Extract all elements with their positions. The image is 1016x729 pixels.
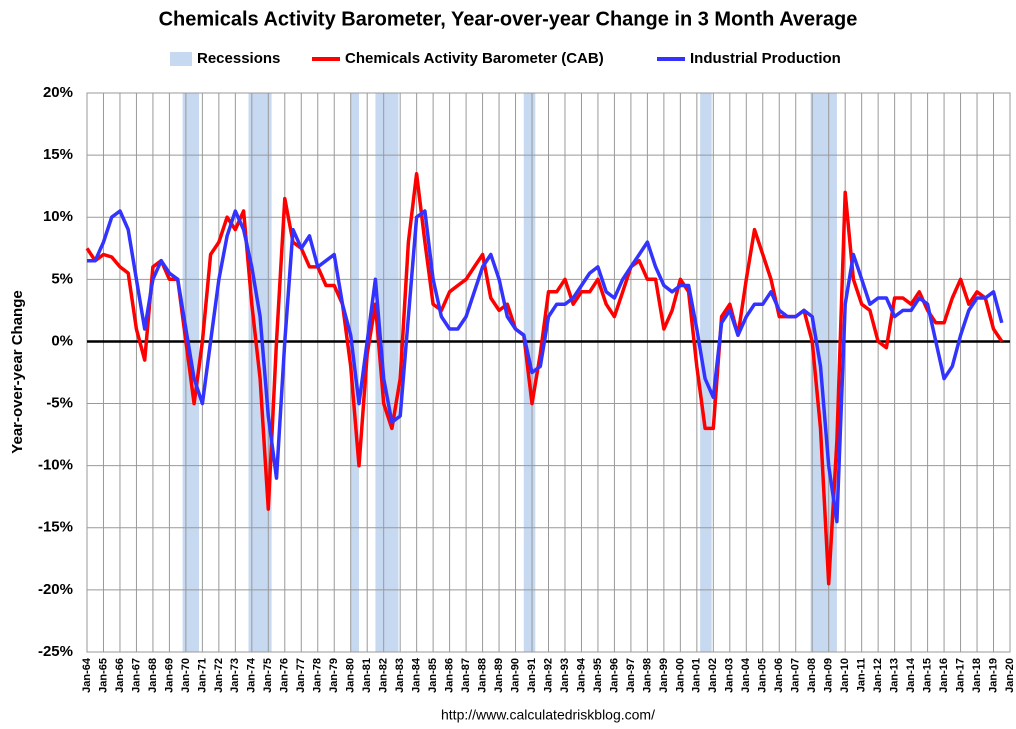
x-tick-label: Jan-79 <box>328 658 340 693</box>
y-tick-label: -20% <box>38 581 73 598</box>
x-tick-label: Jan-85 <box>427 658 439 693</box>
x-tick-label: Jan-09 <box>823 658 835 693</box>
x-tick-label: Jan-02 <box>707 658 719 693</box>
y-axis-title: Year-over-year Change <box>9 290 26 453</box>
y-tick-label: 5% <box>51 270 73 287</box>
x-tick-label: Jan-97 <box>625 658 637 693</box>
x-tick-label: Jan-06 <box>773 658 785 693</box>
x-tick-label: Jan-75 <box>262 658 274 693</box>
x-tick-label: Jan-83 <box>394 658 406 693</box>
x-tick-label: Jan-90 <box>509 658 521 693</box>
x-tick-label: Jan-78 <box>312 658 324 693</box>
x-tick-label: Jan-66 <box>114 658 126 693</box>
x-tick-label: Jan-84 <box>411 657 423 693</box>
x-tick-label: Jan-74 <box>246 657 258 693</box>
legend-label: Industrial Production <box>690 50 841 67</box>
x-tick-label: Jan-11 <box>856 658 868 692</box>
legend-swatch <box>170 52 192 66</box>
x-tick-label: Jan-17 <box>954 658 966 693</box>
x-tick-label: Jan-05 <box>757 658 769 693</box>
y-tick-label: 15% <box>43 146 73 163</box>
x-tick-label: Jan-92 <box>542 658 554 693</box>
x-tick-label: Jan-77 <box>295 658 307 693</box>
x-tick-label: Jan-94 <box>575 657 587 693</box>
x-tick-label: Jan-98 <box>641 658 653 693</box>
x-tick-label: Jan-13 <box>889 658 901 693</box>
y-tick-label: -10% <box>38 457 73 474</box>
x-tick-label: Jan-07 <box>790 658 802 693</box>
y-tick-label: 10% <box>43 208 73 225</box>
x-tick-label: Jan-19 <box>987 658 999 693</box>
x-tick-label: Jan-10 <box>839 658 851 693</box>
series-line <box>87 209 1004 524</box>
x-tick-label: Jan-72 <box>213 658 225 693</box>
x-tick-label: Jan-89 <box>493 658 505 693</box>
x-tick-label: Jan-91 <box>526 658 538 693</box>
x-tick-label: Jan-82 <box>378 658 390 693</box>
y-tick-label: -5% <box>46 395 73 412</box>
x-tick-label: Jan-81 <box>361 658 373 693</box>
source: http://www.calculatedriskblog.com/ <box>441 707 655 723</box>
x-tick-label: Jan-80 <box>345 658 357 693</box>
x-tick-label: Jan-15 <box>921 658 933 693</box>
legend-label: Chemicals Activity Barometer (CAB) <box>345 50 604 67</box>
y-tick-label: 20% <box>43 84 73 101</box>
x-tick-label: Jan-69 <box>163 658 175 693</box>
y-tick-label: -15% <box>38 519 73 536</box>
chart-title: Chemicals Activity Barometer, Year-over-… <box>159 8 858 30</box>
x-tick-label: Jan-64 <box>81 657 93 693</box>
x-tick-label: Jan-99 <box>658 658 670 693</box>
x-tick-label: Jan-76 <box>279 658 291 693</box>
x-tick-label: Jan-96 <box>608 658 620 693</box>
legend-label: Recessions <box>197 50 280 67</box>
x-tick-label: Jan-20 <box>1004 658 1016 693</box>
x-tick-label: Jan-18 <box>971 658 983 693</box>
x-tick-label: Jan-04 <box>740 657 752 693</box>
x-tick-label: Jan-12 <box>872 658 884 693</box>
x-tick-label: Jan-95 <box>592 658 604 693</box>
x-tick-label: Jan-67 <box>130 658 142 693</box>
x-tick-label: Jan-14 <box>905 657 917 693</box>
x-tick-label: Jan-71 <box>196 658 208 693</box>
x-tick-label: Jan-03 <box>724 658 736 693</box>
x-tick-label: Jan-68 <box>147 658 159 693</box>
y-tick-label: -25% <box>38 643 73 660</box>
x-tick-label: Jan-93 <box>559 658 571 693</box>
x-tick-label: Jan-73 <box>229 658 241 693</box>
y-tick-label: 0% <box>51 332 73 349</box>
x-tick-label: Jan-65 <box>97 658 109 693</box>
x-tick-label: Jan-16 <box>938 658 950 693</box>
x-tick-label: Jan-01 <box>691 658 703 693</box>
x-tick-label: Jan-00 <box>674 658 686 693</box>
x-tick-label: Jan-87 <box>460 658 472 693</box>
x-tick-label: Jan-86 <box>444 658 456 693</box>
x-tick-label: Jan-08 <box>806 658 818 693</box>
x-tick-label: Jan-70 <box>180 658 192 693</box>
recession-band <box>700 93 712 652</box>
recession-band <box>375 93 399 652</box>
x-tick-label: Jan-88 <box>476 658 488 693</box>
